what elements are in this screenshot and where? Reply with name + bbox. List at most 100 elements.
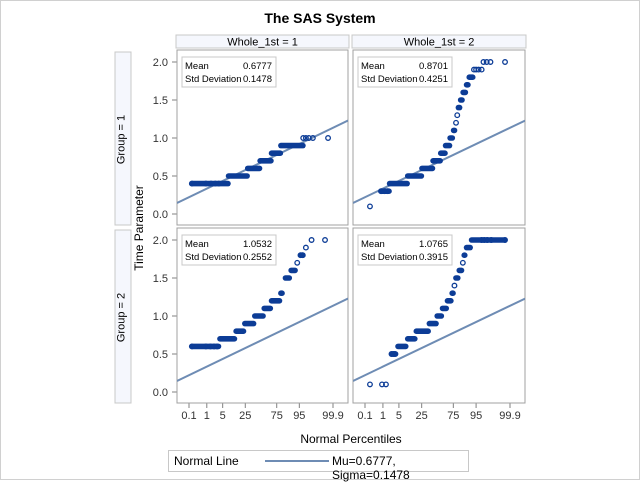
marker-point bbox=[483, 59, 490, 65]
marker-run bbox=[449, 290, 456, 296]
y-tick-label: 1.5 bbox=[153, 95, 168, 107]
marker-run bbox=[456, 267, 465, 274]
marker-point bbox=[215, 180, 222, 187]
legend-entry: Mu=0.6777, Sigma=0.1478 bbox=[332, 454, 410, 482]
marker-point bbox=[297, 252, 304, 259]
stats-box bbox=[181, 56, 277, 88]
marker-run bbox=[426, 320, 439, 327]
row-header-label: Group = 2 bbox=[116, 293, 128, 342]
marker-point bbox=[388, 351, 395, 357]
marker-point bbox=[384, 188, 391, 195]
marker-run bbox=[251, 313, 266, 319]
x-tick-label: 95 bbox=[293, 410, 305, 422]
x-tick-label: 5 bbox=[220, 410, 226, 422]
marker-point bbox=[481, 237, 488, 243]
stat-mean-value: 0.6777 bbox=[243, 61, 272, 72]
marker-point bbox=[480, 59, 487, 65]
row-header-label: Group = 1 bbox=[116, 115, 128, 164]
marker-run bbox=[461, 252, 468, 258]
marker-run bbox=[268, 150, 284, 156]
marker-point bbox=[211, 343, 218, 350]
legend-title: Normal Line bbox=[174, 454, 239, 468]
marker-run bbox=[278, 290, 285, 296]
panel bbox=[352, 49, 526, 226]
marker-run bbox=[288, 267, 298, 274]
stat-mean-label: Mean bbox=[185, 239, 209, 250]
marker-run bbox=[444, 298, 454, 304]
marker-point bbox=[300, 135, 307, 141]
stat-mean-value: 0.8701 bbox=[419, 61, 448, 72]
x-tick-label: 95 bbox=[470, 410, 482, 422]
panel-inner bbox=[177, 119, 348, 204]
x-tick-label: 99.9 bbox=[499, 410, 520, 422]
marker-point bbox=[214, 343, 221, 350]
marker-point bbox=[451, 282, 458, 289]
marker-run bbox=[437, 150, 448, 156]
column-header-label: Whole_1st = 1 bbox=[227, 37, 298, 49]
marker-run bbox=[278, 142, 306, 149]
x-tick-label: 75 bbox=[271, 410, 283, 422]
marker-run bbox=[468, 237, 508, 243]
x-tick-label: 0.1 bbox=[357, 410, 372, 422]
x-tick-label: 1 bbox=[204, 410, 210, 422]
marker-point bbox=[212, 180, 219, 187]
marker-run bbox=[225, 173, 250, 179]
stat-mean-label: Mean bbox=[361, 61, 385, 72]
stat-std-value: 0.3915 bbox=[419, 252, 448, 263]
x-tick-label: 5 bbox=[396, 410, 402, 422]
marker-run bbox=[466, 74, 476, 80]
marker-point bbox=[473, 66, 480, 73]
x-tick-label: 75 bbox=[447, 410, 459, 422]
marker-run bbox=[244, 165, 263, 172]
marker-run bbox=[463, 82, 471, 88]
y-tick-label: 2.0 bbox=[153, 235, 168, 247]
y-axis-label: Time Parameter bbox=[132, 185, 146, 271]
marker-run bbox=[453, 275, 461, 281]
marker-point bbox=[367, 381, 373, 388]
stats-box bbox=[357, 234, 453, 266]
marker-point bbox=[382, 381, 389, 388]
x-tick-label: 0.1 bbox=[181, 410, 196, 422]
marker-point bbox=[188, 343, 195, 350]
column-header-box bbox=[175, 34, 350, 49]
marker-point bbox=[322, 237, 328, 243]
marker-run bbox=[268, 298, 283, 304]
stat-std-label: Std Deviation bbox=[361, 74, 418, 85]
column-header-label: Whole_1st = 2 bbox=[404, 37, 475, 49]
marker-point bbox=[454, 112, 461, 119]
marker-run bbox=[434, 313, 445, 319]
marker-run bbox=[430, 158, 443, 164]
y-tick-label: 1.0 bbox=[153, 311, 168, 323]
marker-run bbox=[439, 305, 450, 312]
stat-mean-label: Mean bbox=[185, 61, 209, 72]
marker-run bbox=[282, 275, 293, 281]
marker-run bbox=[395, 343, 409, 350]
stats-box bbox=[357, 56, 453, 88]
marker-run bbox=[455, 104, 463, 111]
marker-run bbox=[413, 328, 431, 334]
marker-run bbox=[419, 165, 436, 172]
row-header-box bbox=[114, 51, 132, 226]
marker-point bbox=[478, 66, 485, 73]
marker-point bbox=[294, 259, 301, 266]
y-tick-label: 0.0 bbox=[153, 387, 168, 399]
marker-run bbox=[463, 244, 473, 251]
marker-run bbox=[189, 343, 222, 350]
marker-point bbox=[299, 252, 306, 259]
marker-point bbox=[302, 135, 309, 141]
x-axis-label: Normal Percentiles bbox=[300, 432, 401, 446]
x-tick-label: 25 bbox=[416, 410, 428, 422]
panel-inner bbox=[353, 237, 525, 388]
marker-run bbox=[404, 173, 425, 179]
normal-line bbox=[353, 297, 525, 382]
stat-std-value: 0.4251 bbox=[419, 74, 448, 85]
marker-point bbox=[188, 180, 195, 187]
stat-mean-value: 1.0532 bbox=[243, 239, 272, 250]
marker-point bbox=[488, 237, 495, 243]
marker-point bbox=[487, 59, 494, 65]
marker-run bbox=[404, 336, 418, 342]
marker-run bbox=[447, 135, 456, 141]
normal-line bbox=[177, 297, 348, 382]
marker-point bbox=[302, 244, 309, 251]
